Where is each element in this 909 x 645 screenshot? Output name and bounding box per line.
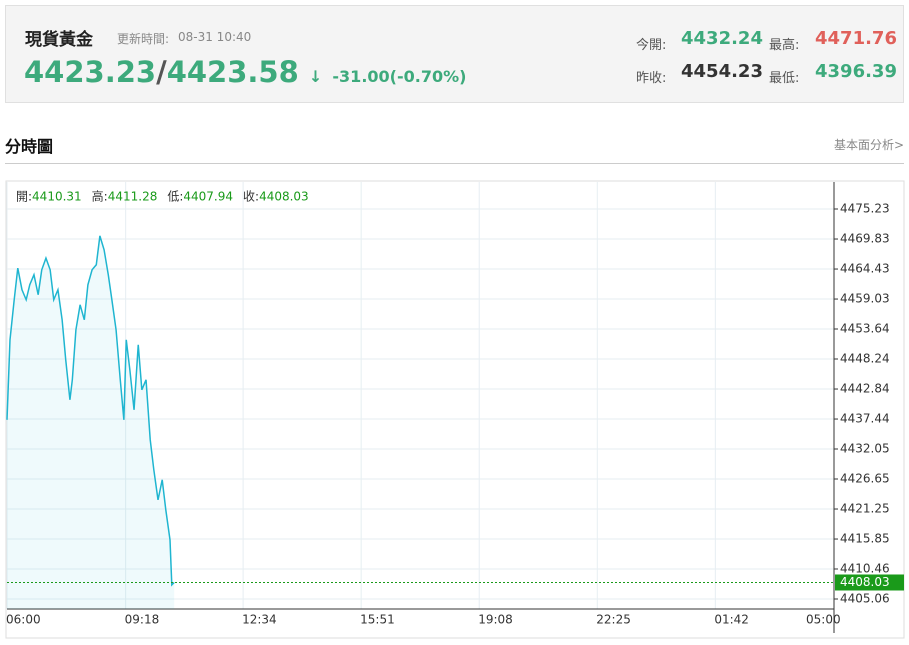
ohlc-value: 4411.28 xyxy=(108,190,158,204)
line-area xyxy=(7,235,175,609)
y-tick-label: 4432.05 xyxy=(840,441,890,455)
ohlc-label: 開: xyxy=(16,190,32,204)
x-tick-label: 09:18 xyxy=(125,613,160,627)
y-tick-label: 4448.24 xyxy=(840,352,890,366)
y-tick-label: 4410.46 xyxy=(840,561,890,575)
last-price-label: 4408.03 xyxy=(840,575,890,589)
stat-label: 今開: xyxy=(636,38,667,53)
price-line: 4423.23/4423.58 ↓ -31.00(-0.70%) xyxy=(24,55,466,89)
section-title: 分時圖 xyxy=(5,137,54,156)
y-tick-label: 4475.23 xyxy=(840,202,890,216)
y-tick-label: 4415.85 xyxy=(840,532,890,546)
ask: 4423.58 xyxy=(166,55,299,89)
y-tick-label: 4469.83 xyxy=(840,232,890,246)
stat-value: 4471.76 xyxy=(815,28,897,49)
ohlc-label: 高: xyxy=(92,189,108,204)
y-tick-label: 4405.06 xyxy=(840,591,890,605)
stat-label: 最高: xyxy=(769,38,800,53)
section-link[interactable]: 基本面分析> xyxy=(833,138,904,152)
y-tick-label: 4426.65 xyxy=(840,472,890,486)
y-tick-label: 4459.03 xyxy=(840,292,890,306)
ohlc-value: 4407.94 xyxy=(183,190,233,204)
line xyxy=(6,235,175,587)
arrow: ↓ xyxy=(308,67,323,86)
ohlc-label: 低: xyxy=(167,190,183,204)
stat-label: 最低: xyxy=(769,71,800,86)
update-label: 更新時間: xyxy=(117,32,170,46)
divider xyxy=(5,163,904,164)
chart-frame xyxy=(5,180,905,639)
stat-label: 昨收: xyxy=(636,71,667,86)
y-tick-label: 4464.43 xyxy=(840,262,890,276)
y-tick-label: 4437.44 xyxy=(840,412,890,426)
ohlc-value: 4410.31 xyxy=(32,190,82,204)
x-tick-label: 12:34 xyxy=(242,613,277,627)
x-tick-label: 15:51 xyxy=(360,613,395,627)
chart: 4405.06 4410.46 4415.85 4421.25 4426.65 4432.… xyxy=(5,180,905,639)
title: 現貨黃金 xyxy=(25,30,93,50)
ohlc-label: 收: xyxy=(243,190,259,204)
separator: / xyxy=(156,55,167,89)
y-tick-label: 4421.25 xyxy=(840,502,890,516)
x-tick-label: 05:00 xyxy=(806,613,841,627)
stat-value: 4454.23 xyxy=(681,61,763,82)
update-time: 08-31 10:40 xyxy=(178,30,252,44)
change: -31.00(-0.70%) xyxy=(332,67,467,86)
y-tick-label: 4453.64 xyxy=(840,322,890,336)
x-tick-label: 06:00 xyxy=(6,613,41,627)
stat-value: 4396.39 xyxy=(815,61,897,82)
ohlc-value: 4408.03 xyxy=(259,190,309,204)
stat-value: 4432.24 xyxy=(681,28,763,49)
y-tick-label: 4442.84 xyxy=(840,382,890,396)
x-tick-label: 01:42 xyxy=(714,613,749,627)
x-tick-label: 19:08 xyxy=(478,613,513,627)
last-price-box xyxy=(835,574,904,591)
x-tick-label: 22:25 xyxy=(596,613,631,627)
quote-header: 現貨黃金 更新時間: 08-31 10:40 4423.23/4423.58 ↓… xyxy=(5,5,904,103)
bid: 4423.23 xyxy=(24,55,157,89)
